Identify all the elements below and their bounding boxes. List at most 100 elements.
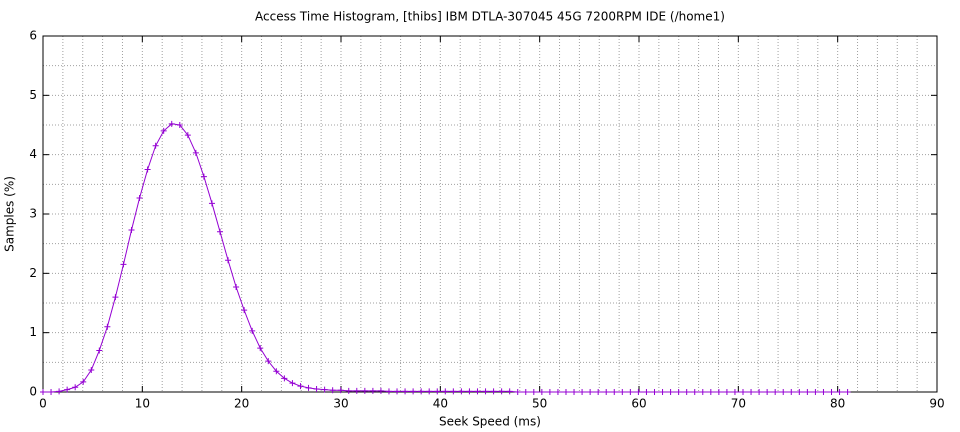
data-point — [168, 120, 175, 127]
data-point — [490, 388, 497, 395]
data-point — [619, 389, 626, 395]
data-point — [48, 389, 55, 395]
data-point — [796, 389, 803, 395]
data-point — [554, 389, 561, 395]
data-point — [329, 387, 336, 394]
data-point — [651, 389, 658, 395]
data-point — [723, 389, 730, 395]
data-point — [707, 389, 714, 395]
y-tick-label: 1 — [29, 325, 37, 339]
data-point — [571, 389, 578, 395]
data-point — [321, 386, 328, 393]
data-point — [361, 387, 368, 394]
data-point — [498, 388, 505, 395]
data-point — [56, 388, 63, 395]
data-point — [442, 388, 449, 395]
data-point — [72, 384, 79, 391]
data-point — [128, 227, 135, 234]
data-point — [562, 389, 569, 395]
data-point — [579, 389, 586, 395]
data-point — [265, 358, 272, 365]
data-point — [225, 257, 232, 264]
data-point — [603, 389, 610, 395]
data-point — [217, 228, 224, 235]
data-point — [772, 389, 779, 395]
x-tick-label: 30 — [333, 397, 348, 411]
data-point — [112, 294, 119, 301]
data-point — [627, 389, 634, 395]
data-point — [394, 388, 401, 395]
data-point — [699, 389, 706, 395]
data-point — [144, 166, 151, 173]
data-point — [595, 389, 602, 395]
data-point — [104, 323, 111, 330]
data-point — [88, 367, 95, 374]
data-point — [64, 386, 71, 393]
data-point — [756, 389, 763, 395]
data-point — [96, 347, 103, 354]
data-point — [281, 375, 288, 382]
y-tick-label: 0 — [29, 385, 37, 399]
data-point — [474, 388, 481, 395]
data-point — [514, 389, 521, 395]
data-point — [635, 389, 642, 395]
y-tick-label: 5 — [29, 88, 37, 102]
data-point — [418, 388, 425, 395]
data-point — [192, 149, 199, 156]
data-point — [249, 327, 256, 334]
data-point — [659, 389, 666, 395]
y-tick-label: 2 — [29, 266, 37, 280]
data-point — [345, 387, 352, 394]
data-point — [675, 389, 682, 395]
y-tick-label: 3 — [29, 207, 37, 221]
y-tick-label: 4 — [29, 147, 37, 161]
data-point — [764, 389, 771, 395]
data-point — [402, 388, 409, 395]
data-point — [506, 388, 513, 395]
data-point — [313, 386, 320, 393]
data-point — [353, 387, 360, 394]
data-point — [643, 389, 650, 395]
data-point — [804, 389, 811, 395]
data-point — [466, 388, 473, 395]
data-point — [410, 388, 417, 395]
x-tick-label: 0 — [39, 397, 47, 411]
x-tick-label: 40 — [433, 397, 448, 411]
data-point — [426, 388, 433, 395]
data-point — [458, 388, 465, 395]
data-point — [136, 194, 143, 201]
data-point — [450, 388, 457, 395]
data-point — [241, 307, 248, 314]
data-point — [305, 384, 312, 391]
data-point — [434, 388, 441, 395]
x-tick-label: 80 — [830, 397, 845, 411]
data-point — [385, 388, 392, 395]
y-tick-label: 6 — [29, 29, 37, 43]
data-point — [691, 389, 698, 395]
data-point — [40, 389, 46, 395]
x-axis-label: Seek Speed (ms) — [439, 415, 541, 429]
plot-border — [42, 35, 938, 393]
data-point — [377, 387, 384, 394]
x-tick-label: 20 — [234, 397, 249, 411]
data-point — [369, 387, 376, 394]
data-point — [546, 389, 553, 395]
data-point — [812, 389, 819, 395]
data-point — [844, 389, 851, 395]
data-point — [820, 389, 827, 395]
data-point — [160, 127, 167, 134]
data-point — [522, 389, 529, 395]
data-point — [233, 283, 240, 290]
x-tick-label: 10 — [135, 397, 150, 411]
data-point — [828, 389, 835, 395]
data-point — [780, 389, 787, 395]
x-tick-label: 50 — [532, 397, 547, 411]
chart-title: Access Time Histogram, [thibs] IBM DTLA-… — [255, 10, 725, 24]
data-point — [273, 368, 280, 375]
data-point — [257, 345, 264, 352]
data-point — [184, 132, 191, 139]
data-point — [587, 389, 594, 395]
data-point — [297, 383, 304, 390]
data-point — [482, 388, 489, 395]
data-point — [611, 389, 618, 395]
